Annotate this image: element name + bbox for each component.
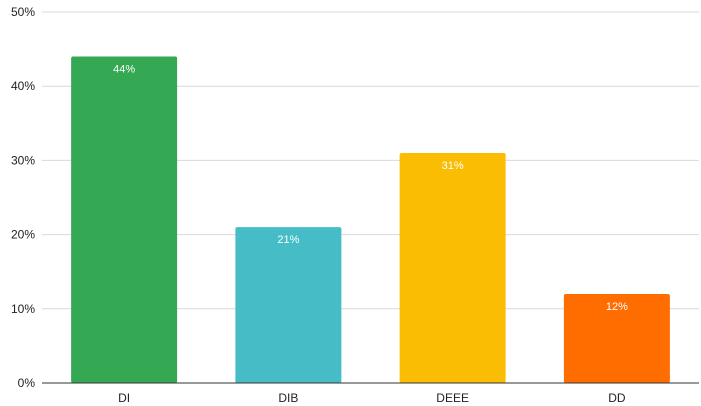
- y-tick-label: 40%: [11, 79, 35, 93]
- y-tick-label: 30%: [11, 153, 35, 167]
- data-labels: 44% 21% 31% 12%: [113, 64, 628, 313]
- bar-di: [71, 56, 178, 384]
- y-tick-label: 0%: [18, 376, 36, 390]
- data-label-di: 44%: [113, 64, 135, 76]
- x-tick-label-deee: DEEE: [436, 391, 469, 405]
- y-tick-label: 50%: [11, 5, 35, 19]
- y-tick-label: 20%: [11, 228, 35, 242]
- x-tick-label-dib: DIB: [278, 391, 298, 405]
- data-label-dd: 12%: [606, 301, 628, 313]
- bar-dib: [235, 227, 342, 383]
- y-tick-label: 10%: [11, 302, 35, 316]
- data-label-deee: 31%: [442, 160, 464, 172]
- x-axis-categories: DI DIB DEEE DD: [118, 391, 626, 405]
- bar-dd: [563, 293, 670, 383]
- bars: [71, 56, 670, 384]
- x-tick-label-dd: DD: [608, 391, 626, 405]
- data-label-dib: 21%: [277, 234, 299, 246]
- bar-deee: [399, 152, 506, 383]
- x-tick-label-di: DI: [118, 391, 130, 405]
- y-axis-ticks: 0% 10% 20% 30% 40% 50%: [11, 5, 35, 390]
